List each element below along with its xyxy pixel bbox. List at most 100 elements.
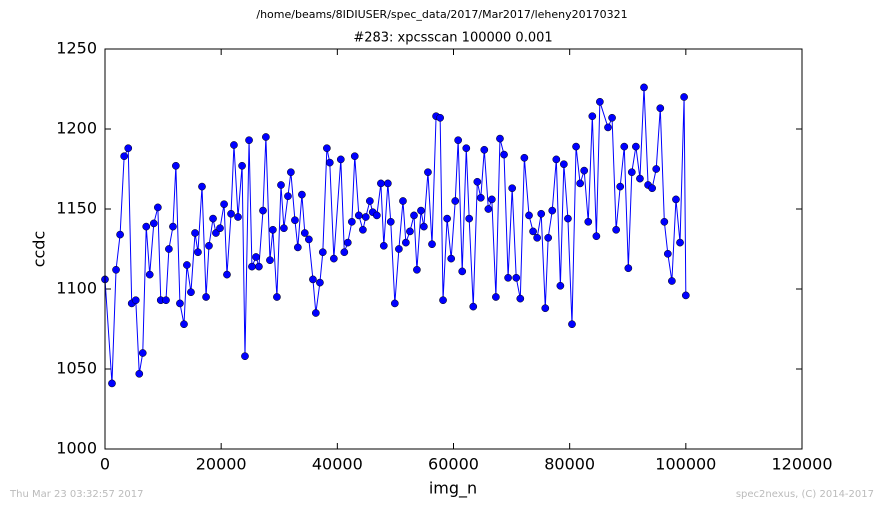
data-point xyxy=(588,112,597,121)
data-point xyxy=(325,158,334,167)
data-point xyxy=(162,296,170,305)
data-point xyxy=(340,248,349,257)
data-point xyxy=(487,195,496,204)
data-point xyxy=(329,254,338,263)
data-point xyxy=(176,299,184,308)
data-point xyxy=(209,214,217,223)
x-tick-label: 20000 xyxy=(196,455,247,474)
x-tick-label: 0 xyxy=(100,455,110,474)
data-point xyxy=(287,168,295,177)
data-point xyxy=(220,200,228,209)
data-point xyxy=(484,205,493,213)
data-point xyxy=(604,123,612,132)
data-point xyxy=(269,225,277,234)
plot-frame xyxy=(104,48,803,450)
data-point xyxy=(145,270,154,279)
data-point xyxy=(525,211,533,220)
data-point xyxy=(300,229,309,237)
data-point xyxy=(348,217,356,226)
data-point xyxy=(395,245,403,253)
data-point xyxy=(451,197,460,205)
data-point xyxy=(293,243,302,252)
data-point xyxy=(492,293,500,301)
data-point xyxy=(676,238,684,247)
data-point xyxy=(592,232,601,241)
data-point xyxy=(424,168,432,177)
data-point xyxy=(277,181,285,189)
data-point xyxy=(336,155,345,164)
data-point xyxy=(149,219,158,228)
data-point xyxy=(454,136,462,145)
data-point xyxy=(124,144,133,153)
data-point xyxy=(648,184,656,193)
data-point xyxy=(255,262,263,271)
data-point xyxy=(187,288,195,297)
data-point xyxy=(399,197,407,205)
data-point xyxy=(512,273,521,282)
data-point xyxy=(500,150,508,159)
data-point xyxy=(596,97,604,106)
data-point xyxy=(627,168,636,177)
data-point xyxy=(443,214,451,223)
data-point xyxy=(529,227,537,236)
data-point xyxy=(580,166,589,175)
data-point xyxy=(366,197,374,205)
data-point xyxy=(410,211,418,220)
data-point xyxy=(660,217,669,226)
data-point xyxy=(402,238,410,247)
data-point xyxy=(142,222,151,231)
data-point xyxy=(406,227,414,236)
data-point xyxy=(544,233,553,242)
data-point xyxy=(537,209,546,218)
data-point xyxy=(390,299,399,308)
data-point xyxy=(372,211,381,220)
data-point xyxy=(439,296,447,305)
data-point xyxy=(305,235,313,244)
data-point xyxy=(681,291,690,300)
data-point xyxy=(135,369,144,378)
data-point xyxy=(447,254,456,263)
x-axis-label: img_n xyxy=(429,479,477,499)
data-point xyxy=(154,203,162,212)
data-point xyxy=(556,281,565,290)
data-point xyxy=(668,277,676,285)
data-point xyxy=(259,206,267,215)
data-point xyxy=(343,238,352,247)
data-point xyxy=(266,256,274,265)
data-point xyxy=(428,240,436,249)
y-tick-label: 1100 xyxy=(56,279,97,298)
data-point xyxy=(548,206,557,215)
data-point xyxy=(473,177,482,186)
data-point xyxy=(273,293,281,301)
data-point xyxy=(465,214,474,223)
data-point xyxy=(248,262,256,271)
data-point xyxy=(284,192,292,201)
data-point xyxy=(165,245,173,253)
data-point xyxy=(138,349,147,357)
data-point xyxy=(108,379,116,388)
data-point xyxy=(354,211,363,220)
data-point xyxy=(469,302,478,311)
data-point xyxy=(520,153,529,162)
data-point xyxy=(624,264,633,273)
data-point xyxy=(350,152,359,161)
timestamp: Thu Mar 23 03:32:57 2017 xyxy=(9,489,143,500)
x-tick-label: 120000 xyxy=(771,455,832,474)
data-point xyxy=(359,225,367,234)
data-point xyxy=(223,270,231,279)
data-point xyxy=(552,155,561,164)
chart-title: #283: xpcsscan 100000 0.001 xyxy=(353,31,552,46)
data-point xyxy=(202,293,210,301)
data-point xyxy=(205,241,213,250)
data-point xyxy=(131,296,140,305)
data-point xyxy=(508,184,517,193)
file-path: /home/beams/8IDIUSER/spec_data/2017/Mar2… xyxy=(256,8,627,21)
data-point xyxy=(309,275,317,284)
data-point xyxy=(541,304,550,313)
data-point xyxy=(180,320,188,329)
data-point xyxy=(533,233,541,242)
data-point xyxy=(420,222,428,231)
data-point xyxy=(504,273,512,282)
data-point xyxy=(480,145,489,154)
